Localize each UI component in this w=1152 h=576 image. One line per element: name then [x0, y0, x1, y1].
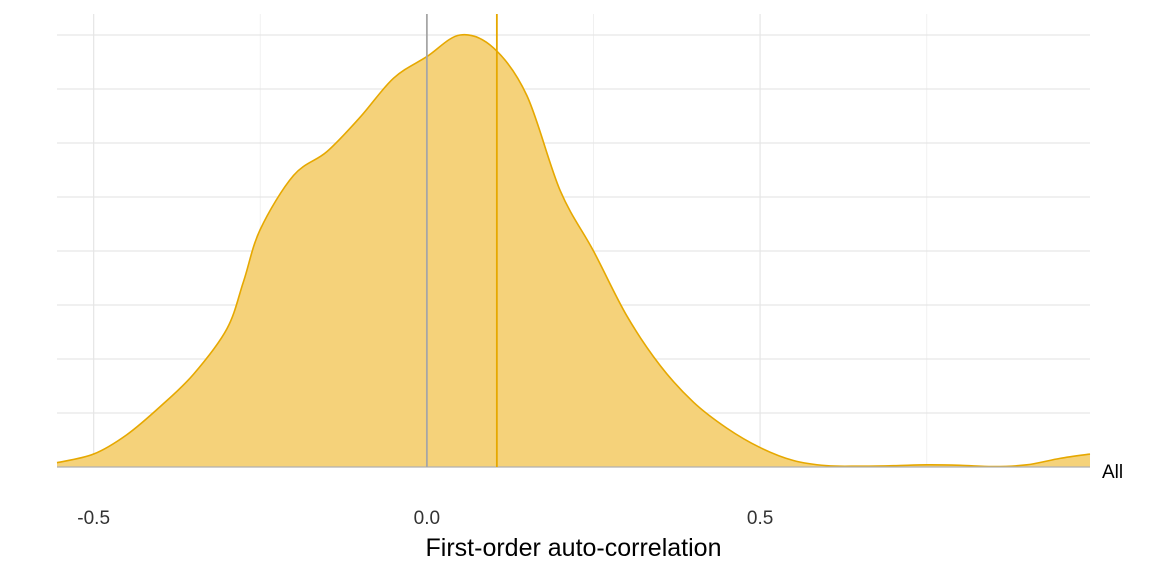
density-curve [56, 33, 1091, 468]
series-label: All [1102, 462, 1123, 483]
reference-lines [425, 14, 498, 467]
grid [57, 14, 1090, 467]
x-tick-labels: -0.5 0.0 0.5 [77, 508, 773, 529]
x-tick-label: 0.0 [414, 508, 440, 529]
x-axis-title: First-order auto-correlation [426, 534, 722, 562]
density-area-layer [56, 33, 1091, 468]
density-area-fill [57, 34, 1090, 467]
x-tick-label: -0.5 [77, 508, 110, 529]
x-tick-label: 0.5 [747, 508, 773, 529]
